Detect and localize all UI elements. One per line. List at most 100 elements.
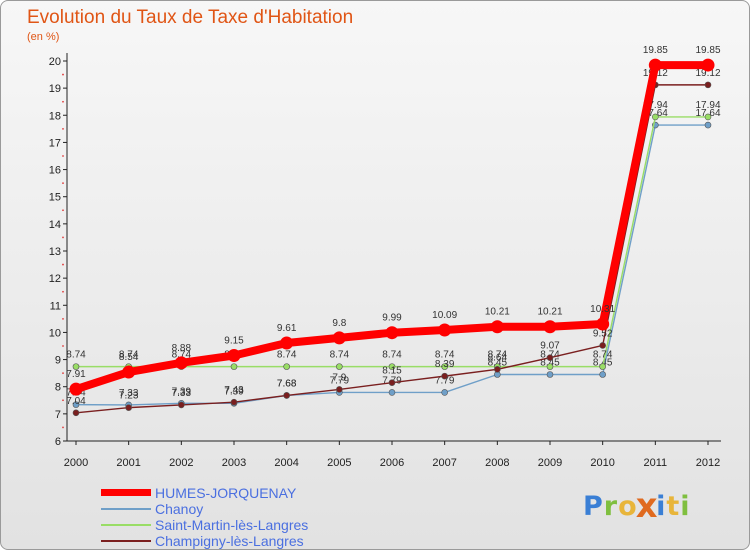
data-point <box>494 366 501 373</box>
data-point <box>388 363 396 370</box>
data-label: 8.74 <box>330 350 350 361</box>
data-point <box>125 404 132 411</box>
data-label: 7.79 <box>435 375 455 386</box>
data-point <box>178 401 185 409</box>
chart-title: Evolution du Taux de Taxe d'Habitation <box>27 7 354 28</box>
data-label: 7.33 <box>172 388 192 399</box>
data-label: 8.88 <box>172 343 192 354</box>
y-minor-tick <box>62 209 64 212</box>
data-point <box>704 113 712 121</box>
data-label: 10.31 <box>590 304 615 315</box>
data-label: 8.39 <box>435 359 455 370</box>
data-point <box>388 389 396 396</box>
data-point <box>599 371 606 378</box>
x-tick-label: 2010 <box>590 457 614 469</box>
data-point <box>72 363 80 370</box>
data-point <box>336 386 343 393</box>
data-label: 9.52 <box>593 328 613 339</box>
data-point <box>72 401 80 408</box>
data-point <box>332 331 346 345</box>
data-label: 8.15 <box>382 366 402 377</box>
y-minor-tick <box>62 263 64 266</box>
y-axis-unit-label: (en %) <box>27 31 60 43</box>
x-tick-label: 2006 <box>380 457 404 469</box>
data-label: 8.74 <box>382 350 402 361</box>
data-label: 8.64 <box>488 352 508 363</box>
data-point <box>72 409 80 417</box>
data-label: 8.74 <box>277 350 297 361</box>
data-label: 9.8 <box>332 318 346 329</box>
y-minor-tick <box>62 345 64 347</box>
data-label: 8.74 <box>435 350 455 361</box>
data-label: 17.64 <box>695 108 720 119</box>
data-label: 10.21 <box>485 307 510 318</box>
data-label: 8.74 <box>593 350 613 361</box>
legend-swatch <box>101 524 151 526</box>
x-tick-label: 2001 <box>116 457 140 469</box>
series-line <box>72 61 712 394</box>
data-point <box>596 317 610 331</box>
data-label: 8.54 <box>119 352 139 363</box>
x-tick-label: 2003 <box>222 457 246 469</box>
y-tick-label: 8 <box>55 382 61 394</box>
y-tick-label: 14 <box>49 219 61 231</box>
data-point <box>280 336 294 350</box>
x-tick-label: 2007 <box>432 457 456 469</box>
y-tick-label: 7 <box>55 409 61 421</box>
y-minor-tick <box>62 73 64 76</box>
y-tick-label: 15 <box>49 192 61 204</box>
data-label: 9.15 <box>224 336 244 347</box>
legend-label: HUMES-JORQUENAY <box>155 485 297 501</box>
legend-swatch <box>101 508 151 510</box>
data-label: 19.85 <box>695 45 720 56</box>
data-label: 10.21 <box>537 307 562 318</box>
y-minor-tick <box>62 399 64 402</box>
data-label: 7.23 <box>119 391 139 402</box>
data-point <box>704 81 712 89</box>
y-minor-tick <box>62 100 64 103</box>
y-minor-tick <box>62 426 64 429</box>
x-tick-label: 2008 <box>485 457 509 469</box>
data-label: 9.07 <box>540 341 560 352</box>
data-point <box>701 58 715 72</box>
data-label: 7.04 <box>66 396 86 407</box>
data-label: 8.74 <box>66 350 86 361</box>
y-tick-label: 18 <box>49 110 61 122</box>
data-point <box>174 356 188 370</box>
data-label: 8.45 <box>540 358 560 369</box>
data-point <box>546 363 554 370</box>
data-point <box>546 354 554 361</box>
legend-label: Saint-Martin-lès-Langres <box>155 517 309 533</box>
data-label: 9.61 <box>277 323 297 334</box>
y-minor-tick <box>62 182 64 185</box>
y-tick-label: 10 <box>49 327 61 339</box>
data-label: 7.39 <box>224 386 244 397</box>
x-tick-label: 2004 <box>274 457 298 469</box>
data-label: 7.91 <box>66 369 86 380</box>
x-tick-label: 2011 <box>644 457 668 469</box>
data-point <box>230 398 238 406</box>
y-tick-label: 9 <box>55 355 61 367</box>
x-tick-label: 2012 <box>696 457 720 469</box>
data-label: 7.43 <box>224 385 244 396</box>
data-point <box>704 121 712 129</box>
data-label: 7.68 <box>277 378 297 389</box>
data-label: 17.64 <box>643 108 668 119</box>
y-tick-label: 17 <box>49 137 61 149</box>
x-tick-label: 2005 <box>327 457 351 469</box>
data-label: 8.74 <box>119 350 139 361</box>
y-tick-label: 13 <box>49 246 61 258</box>
x-tick-label: 2000 <box>64 457 88 469</box>
data-label: 8.74 <box>488 350 508 361</box>
data-point <box>648 58 662 72</box>
data-point <box>652 113 659 121</box>
y-minor-tick <box>62 236 64 239</box>
data-point <box>599 342 606 349</box>
legend-label: Champigny-lès-Langres <box>155 533 304 549</box>
y-tick-label: 12 <box>49 273 61 285</box>
data-label: 7.79 <box>330 375 350 386</box>
series-humes-jorquenay: 7.91 8.54 8.88 9.15 9.61 9.8 9.99 10.09 10.21 10.… <box>66 45 721 396</box>
data-label: 19.85 <box>643 45 668 56</box>
data-point <box>388 379 396 386</box>
data-point <box>438 323 452 337</box>
